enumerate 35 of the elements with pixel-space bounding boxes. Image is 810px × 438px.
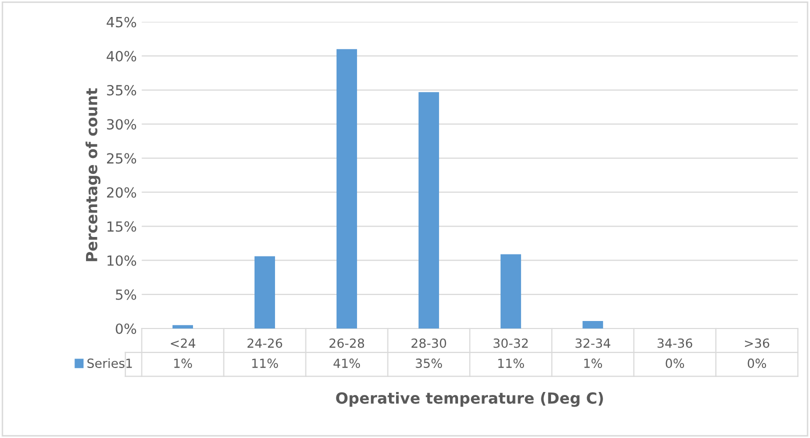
x-tick-label: 30-32 <box>494 338 528 348</box>
y-tick-label: 25% <box>107 153 136 164</box>
data-label: 0% <box>666 358 684 368</box>
x-tick-label: <24 <box>170 338 196 348</box>
x-tick-label: 32-34 <box>576 338 610 348</box>
x-tick-label: 34-36 <box>658 338 692 348</box>
x-axis-title: Operative temperature (Deg C) <box>336 392 603 407</box>
y-tick-label: 10% <box>108 255 136 266</box>
y-tick-label: 35% <box>107 85 136 96</box>
y-tick-label: 20% <box>107 187 136 198</box>
bar <box>500 254 522 328</box>
y-tick-label: 45% <box>106 16 136 28</box>
y-tick-label: 0% <box>116 323 136 334</box>
bar <box>254 256 276 328</box>
bar <box>172 325 194 328</box>
data-label: 35% <box>416 358 442 368</box>
bar <box>418 92 440 328</box>
data-label: 41% <box>334 358 360 368</box>
data-label: 11% <box>252 358 278 368</box>
y-tick-label: 40% <box>106 50 136 62</box>
data-label: 11% <box>498 358 524 368</box>
x-tick-label: 28-30 <box>412 338 446 348</box>
y-axis-title: Percentage of count <box>86 88 100 262</box>
y-tick-label: 15% <box>108 221 136 232</box>
bar <box>336 49 358 328</box>
x-tick-label: 26-28 <box>330 338 364 348</box>
data-label: 1% <box>584 358 602 368</box>
x-tick-label: >36 <box>744 338 770 348</box>
bar <box>582 321 604 328</box>
data-label: 0% <box>748 358 766 368</box>
data-label: 1% <box>174 358 192 368</box>
y-tick-label: 30% <box>107 119 136 130</box>
x-tick-label: 24-26 <box>248 338 282 348</box>
legend-label: Series1 <box>87 358 132 368</box>
y-tick-label: 5% <box>116 289 136 300</box>
